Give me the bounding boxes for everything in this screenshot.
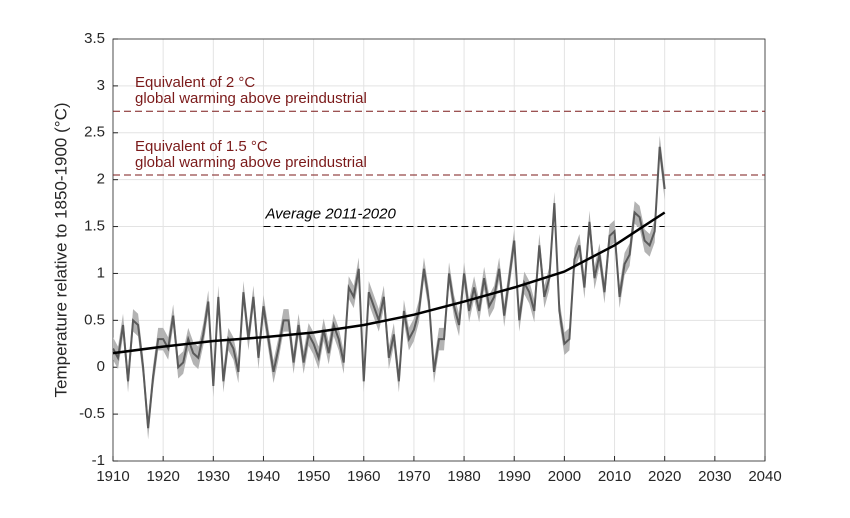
- x-tick-label: 1960: [347, 468, 380, 485]
- y-tick-label: 0: [97, 358, 105, 375]
- x-tick-label: 2040: [748, 468, 781, 485]
- x-tick-label: 2000: [548, 468, 581, 485]
- x-tick-label: 1920: [146, 468, 179, 485]
- reference-label: global warming above preindustrial: [135, 90, 367, 107]
- reference-label: global warming above preindustrial: [135, 154, 367, 171]
- x-tick-label: 2030: [698, 468, 731, 485]
- plot-frame: [112, 38, 766, 462]
- y-tick-label: 1: [97, 264, 105, 281]
- y-tick-label: 3: [97, 77, 105, 94]
- y-tick-label: 1.5: [84, 218, 105, 235]
- x-tick-label: 1930: [197, 468, 230, 485]
- x-tick-label: 1950: [297, 468, 330, 485]
- y-axis-label: Temperature relative to 1850-1900 (°C): [51, 102, 70, 397]
- y-tick-label: 3.5: [84, 30, 105, 47]
- reference-label: Equivalent of 1.5 °C: [135, 138, 268, 155]
- x-tick-label: 2020: [648, 468, 681, 485]
- annual-line: [112, 146, 666, 429]
- trend-line: [112, 211, 666, 355]
- y-tick-label: -1: [92, 452, 105, 469]
- x-tick-label: 1970: [397, 468, 430, 485]
- reference-label: Equivalent of 2 °C: [135, 74, 255, 91]
- x-tick-label: 2010: [598, 468, 631, 485]
- y-tick-label: -0.5: [79, 405, 105, 422]
- y-tick-label: 2.5: [84, 124, 105, 141]
- y-tick-label: 2: [97, 171, 105, 188]
- x-tick-label: 1980: [447, 468, 480, 485]
- x-tick-label: 1990: [498, 468, 531, 485]
- x-tick-label: 1940: [247, 468, 280, 485]
- plot-area: [113, 39, 765, 461]
- reference-label: Average 2011-2020: [264, 206, 396, 223]
- x-tick-label: 1910: [96, 468, 129, 485]
- y-tick-label: 0.5: [84, 311, 105, 328]
